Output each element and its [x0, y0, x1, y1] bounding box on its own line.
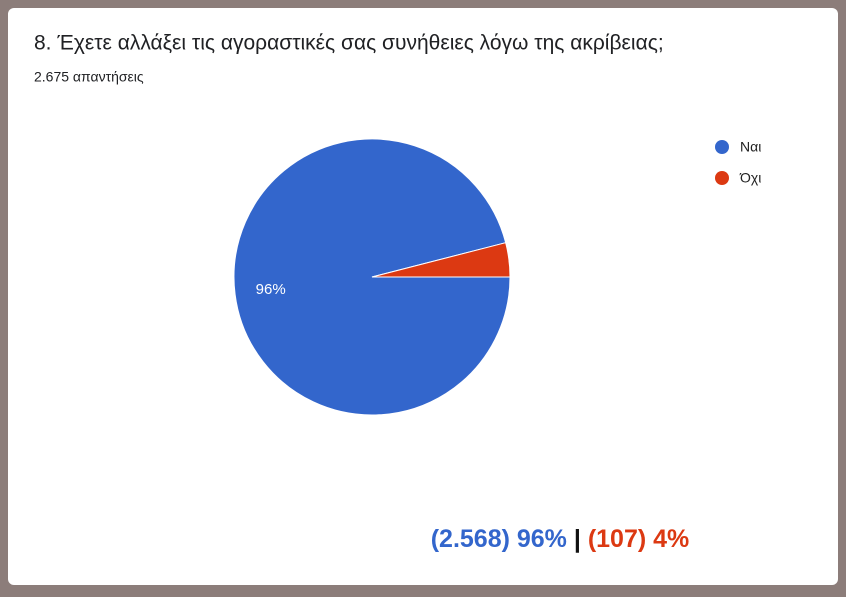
annotation-part: | [574, 525, 581, 553]
annotation-part: (2.568) 96% [431, 525, 567, 553]
legend-marker [715, 140, 729, 154]
chart-subtitle: 2.675 απαντήσεις [34, 69, 144, 85]
legend-marker [715, 171, 729, 185]
legend: Ναι Όχι [715, 139, 761, 186]
pie-slice [371, 242, 511, 278]
legend-label: Όχι [739, 170, 761, 186]
annotation: (2.568) 96% | (107) 4% [431, 525, 690, 553]
pie: 96% [233, 138, 511, 416]
data-label: 96% [256, 281, 286, 298]
annotation-part: (107) 4% [588, 525, 689, 553]
legend-label: Ναι [740, 139, 761, 155]
chart-title: 8. Έχετε αλλάξει τις αγοραστικές σας συν… [34, 32, 664, 55]
